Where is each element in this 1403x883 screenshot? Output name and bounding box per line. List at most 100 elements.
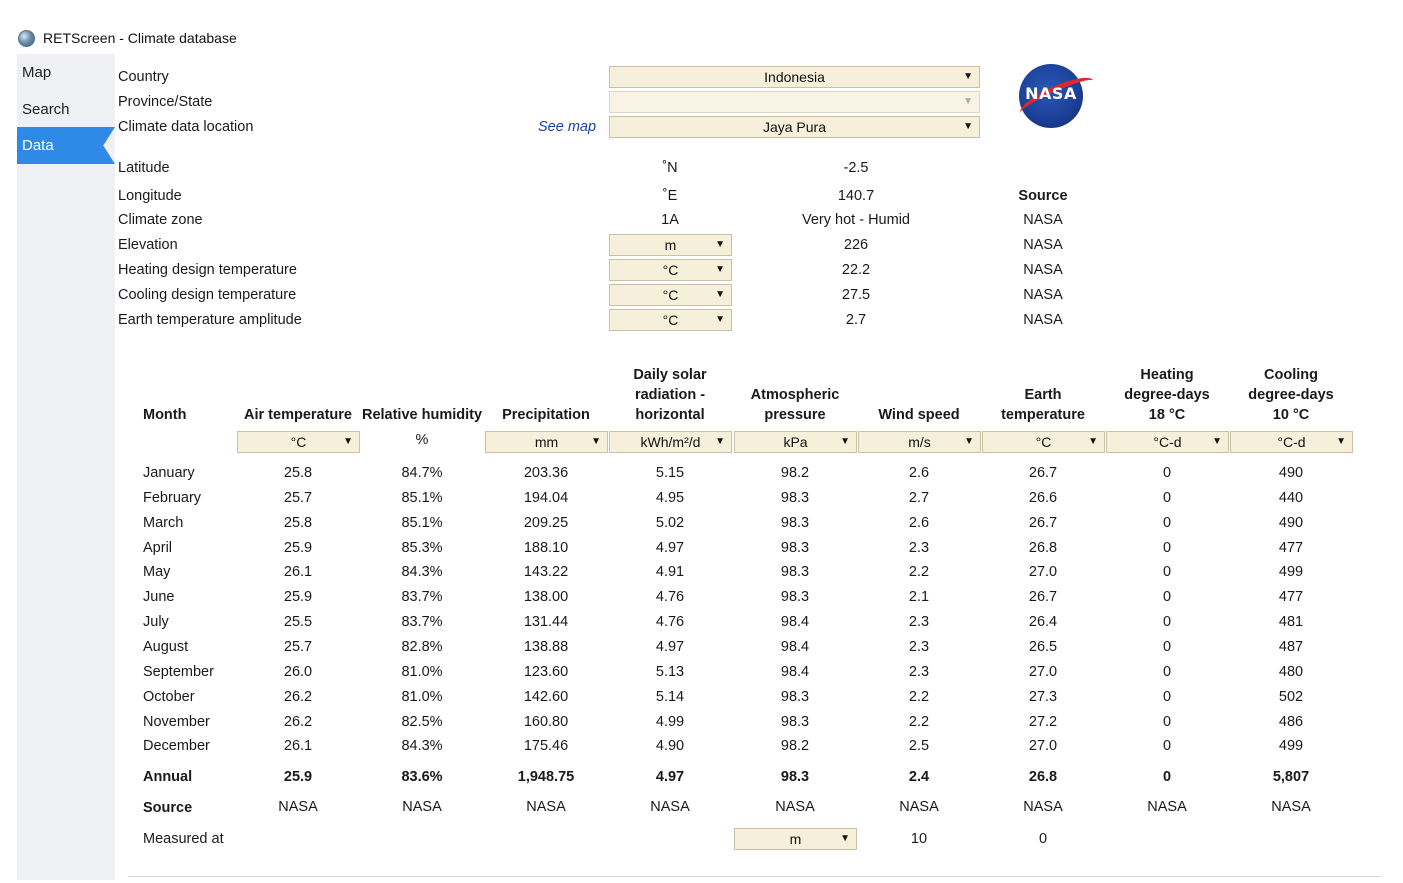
table-cell-solar-radiation: 5.15 bbox=[655, 465, 685, 481]
table-row-month: July bbox=[143, 614, 169, 631]
province-select[interactable]: ▼ bbox=[609, 91, 980, 113]
earth-temp-unit-select[interactable]: °C ▼ bbox=[982, 431, 1105, 453]
table-cell-solar-radiation: 4.95 bbox=[655, 489, 685, 506]
table-cell-heating-dd: 0 bbox=[1162, 688, 1172, 705]
pressure-header-3: pressure bbox=[764, 407, 826, 423]
elevation-label: Elevation bbox=[118, 237, 178, 253]
table-cell-rel-humidity: 81.0% bbox=[401, 663, 443, 680]
table-cell-earth-temp: 27.0 bbox=[1028, 663, 1058, 680]
heating-dd-header-3: 18 °C bbox=[1148, 407, 1186, 423]
cooling-design-temperature-unit-select[interactable]: °C ▼ bbox=[609, 284, 732, 306]
table-cell-cooling-dd: 481 bbox=[1278, 614, 1304, 631]
rel-humidity-unit: % bbox=[415, 432, 429, 448]
table-cell-cooling-dd: 480 bbox=[1278, 663, 1304, 680]
precipitation-unit: mm bbox=[534, 434, 559, 450]
source-earth-temp: NASA bbox=[1023, 799, 1063, 815]
chevron-down-icon: ▼ bbox=[591, 436, 601, 447]
chevron-down-icon: ▼ bbox=[963, 121, 973, 132]
table-cell-precipitation: 123.60 bbox=[523, 663, 569, 680]
country-select[interactable]: Indonesia ▼ bbox=[609, 66, 980, 88]
chevron-down-icon: ▼ bbox=[964, 436, 974, 447]
heating-dd-unit-select[interactable]: °C-d ▼ bbox=[1106, 431, 1229, 453]
table-cell-precipitation: 142.60 bbox=[523, 688, 569, 705]
table-cell-solar-radiation: 4.97 bbox=[655, 539, 685, 556]
cooling-dd-unit-select[interactable]: °C-d ▼ bbox=[1230, 431, 1353, 453]
climate-location-select[interactable]: Jaya Pura ▼ bbox=[609, 116, 980, 138]
table-row-month: October bbox=[143, 688, 195, 705]
chevron-down-icon: ▼ bbox=[343, 436, 353, 447]
precipitation-unit-select[interactable]: mm ▼ bbox=[485, 431, 608, 453]
air-temp-unit: °C bbox=[290, 434, 307, 450]
table-cell-air-temp: 26.2 bbox=[283, 713, 313, 730]
elevation-source: NASA bbox=[1023, 237, 1063, 253]
air-temp-unit-select[interactable]: °C ▼ bbox=[237, 431, 360, 453]
elevation-value: 226 bbox=[843, 237, 869, 253]
table-cell-air-temp: 25.7 bbox=[283, 638, 313, 655]
chevron-down-icon: ▼ bbox=[840, 436, 850, 447]
table-cell-wind-speed: 2.6 bbox=[908, 465, 930, 481]
annual-precipitation: 1,948.75 bbox=[517, 769, 575, 785]
table-cell-heating-dd: 0 bbox=[1162, 465, 1172, 481]
table-cell-precipitation: 160.80 bbox=[523, 713, 569, 730]
cooling-design-temperature-label: Cooling design temperature bbox=[118, 287, 297, 303]
measured-wind-height: 10 bbox=[910, 831, 928, 847]
solar-radiation-unit-select[interactable]: kWh/m²/d ▼ bbox=[609, 431, 732, 453]
chevron-down-icon: ▼ bbox=[715, 436, 725, 447]
chevron-down-icon: ▼ bbox=[715, 314, 725, 325]
precipitation-header-3: Precipitation bbox=[502, 407, 590, 423]
table-cell-wind-speed: 2.7 bbox=[908, 489, 930, 506]
table-cell-air-temp: 25.9 bbox=[283, 539, 313, 556]
sidebar-item-search[interactable]: Search bbox=[22, 101, 70, 118]
annual-earth-temp: 26.8 bbox=[1028, 769, 1058, 785]
wind-speed-unit-select[interactable]: m/s ▼ bbox=[858, 431, 981, 453]
pressure-header-2: Atmospheric bbox=[750, 387, 840, 403]
sidebar-item-data[interactable]: Data bbox=[17, 127, 115, 164]
table-cell-heating-dd: 0 bbox=[1162, 514, 1172, 531]
chevron-down-icon: ▼ bbox=[715, 239, 725, 250]
window-title: RETScreen - Climate database bbox=[43, 30, 237, 46]
table-cell-pressure: 98.2 bbox=[780, 738, 810, 755]
table-cell-earth-temp: 27.3 bbox=[1028, 688, 1058, 705]
cooling-design-temperature-source: NASA bbox=[1023, 287, 1063, 303]
table-cell-rel-humidity: 84.3% bbox=[401, 738, 443, 755]
table-cell-earth-temp: 26.7 bbox=[1028, 514, 1058, 531]
table-cell-wind-speed: 2.1 bbox=[908, 589, 930, 606]
longitude-unit: ˚E bbox=[662, 188, 678, 204]
table-cell-precipitation: 138.00 bbox=[523, 589, 569, 606]
table-cell-heating-dd: 0 bbox=[1162, 638, 1172, 655]
heating-design-temperature-label: Heating design temperature bbox=[118, 262, 297, 278]
table-cell-precipitation: 131.44 bbox=[523, 614, 569, 631]
earth-temperature-amplitude-value: 2.7 bbox=[845, 312, 867, 328]
see-map-link[interactable]: See map bbox=[538, 119, 597, 135]
table-row-month: May bbox=[143, 564, 171, 581]
annual-solar-radiation: 4.97 bbox=[655, 769, 685, 785]
table-cell-solar-radiation: 4.99 bbox=[655, 713, 685, 730]
elevation-unit: m bbox=[664, 237, 677, 253]
measured-unit-select[interactable]: m ▼ bbox=[734, 828, 857, 850]
sidebar-item-map[interactable]: Map bbox=[22, 64, 52, 81]
table-cell-precipitation: 194.04 bbox=[523, 489, 569, 506]
table-cell-precipitation: 138.88 bbox=[523, 638, 569, 655]
table-cell-cooling-dd: 490 bbox=[1278, 465, 1304, 481]
source-header: Source bbox=[1018, 188, 1068, 204]
heating-design-temperature-unit-select[interactable]: °C ▼ bbox=[609, 259, 732, 281]
table-cell-air-temp: 25.8 bbox=[283, 514, 313, 531]
earth-temp-header-2: Earth bbox=[1024, 387, 1062, 403]
table-cell-pressure: 98.3 bbox=[780, 514, 810, 531]
bottom-divider bbox=[128, 876, 1381, 877]
pressure-unit-select[interactable]: kPa ▼ bbox=[734, 431, 857, 453]
table-cell-cooling-dd: 499 bbox=[1278, 738, 1304, 755]
table-cell-solar-radiation: 5.14 bbox=[655, 688, 685, 705]
table-cell-earth-temp: 26.7 bbox=[1028, 589, 1058, 606]
earth-temperature-amplitude-unit-select[interactable]: °C ▼ bbox=[609, 309, 732, 331]
table-cell-air-temp: 26.0 bbox=[283, 663, 313, 680]
rel-humidity-header-3: Relative humidity bbox=[361, 407, 483, 423]
chevron-down-icon: ▼ bbox=[963, 71, 973, 82]
cooling-dd-unit: °C-d bbox=[1277, 434, 1306, 450]
solar-radiation-header-3: horizontal bbox=[635, 407, 705, 423]
measured-at-label: Measured at bbox=[143, 831, 224, 847]
air-temp-header-3: Air temperature bbox=[244, 407, 352, 423]
measured-unit: m bbox=[789, 831, 802, 847]
table-cell-solar-radiation: 5.02 bbox=[655, 514, 685, 531]
elevation-unit-select[interactable]: m ▼ bbox=[609, 234, 732, 256]
